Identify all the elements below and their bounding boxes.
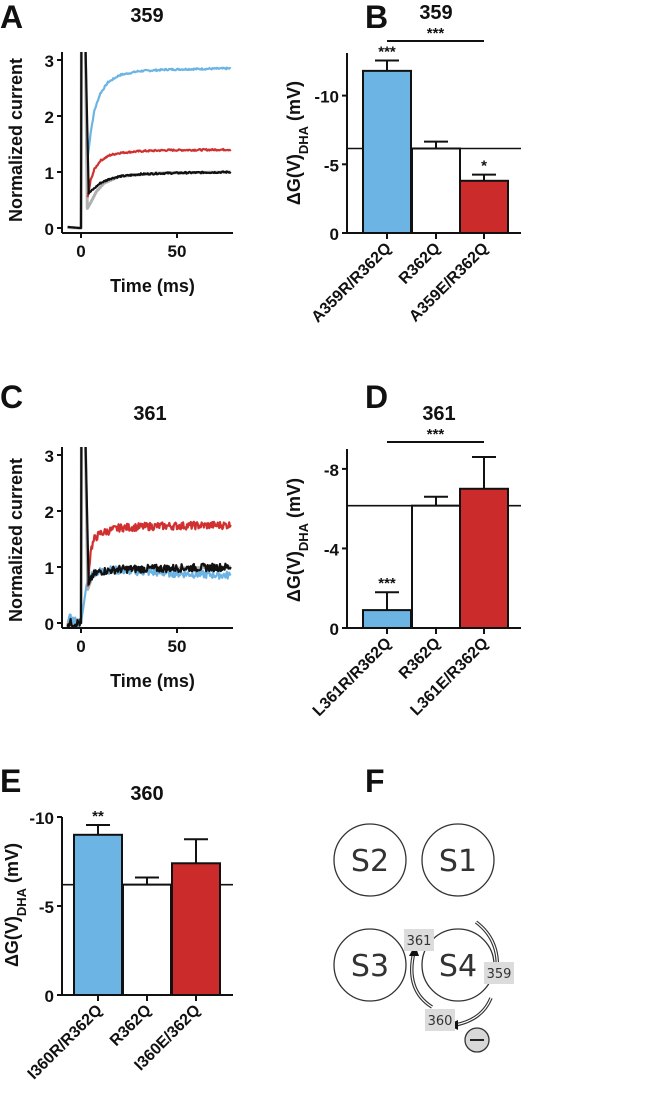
- trace-2: [86, 147, 232, 198]
- category-label: I360R/R362Q: [25, 1002, 106, 1083]
- panel-label-b: B: [365, 0, 388, 35]
- panel-d: 361***L361R/R362Q R362QL361E/R362Q0-4-8**…: [284, 403, 521, 720]
- chart-title: 361: [133, 403, 166, 425]
- y-label-subscript: DHA: [296, 125, 311, 154]
- x-tick-label: 50: [168, 242, 187, 261]
- y-label-main: ΔG(V): [284, 551, 304, 602]
- x-tick-label: 50: [168, 637, 187, 656]
- helix-label: S3: [351, 949, 389, 984]
- panel-label-c: C: [0, 379, 23, 415]
- comparison-stars: ***: [427, 426, 445, 443]
- chart-title: 359: [419, 2, 452, 24]
- trace-2: [86, 520, 232, 587]
- helix-s3: [333, 928, 407, 1002]
- y-tick-label: 0: [45, 615, 54, 634]
- significance-stars: ***: [378, 575, 396, 592]
- y-tick-label: -10: [29, 809, 54, 828]
- helix-label: S4: [439, 949, 477, 984]
- panel-c: 361 0 1 2 3 0 50 Time (ms) Normalized current: [6, 403, 233, 691]
- category-label: R362Q: [396, 240, 444, 288]
- chart-title: 360: [130, 783, 163, 805]
- y-label-subscript: DHA: [296, 522, 311, 551]
- helix-s2: [333, 823, 407, 897]
- category-label: R362Q: [396, 635, 444, 683]
- chart-title: 361: [422, 403, 455, 425]
- y-tick-label: 2: [45, 503, 54, 522]
- significance-stars: ***: [378, 44, 396, 61]
- y-tick-label: 2: [45, 108, 54, 127]
- residue-box: [425, 1009, 455, 1031]
- bar-1: [411, 504, 461, 629]
- arrow-360-inner: [454, 997, 492, 1026]
- y-axis-label: Normalized current: [6, 458, 26, 622]
- y-label-unit: (mV): [2, 843, 22, 888]
- y-tick-label: 0: [330, 620, 339, 639]
- residue-box: [404, 929, 434, 951]
- category-label: L361R/R362Q: [310, 635, 395, 720]
- x-tick-label: 0: [76, 637, 85, 656]
- bar-0: [362, 69, 412, 234]
- x-tick-label: 0: [76, 242, 85, 261]
- comparison-stars: ***: [427, 25, 445, 42]
- y-tick-label: -10: [314, 88, 339, 107]
- bar-2: [459, 487, 509, 629]
- y-tick-label: -4: [324, 540, 340, 559]
- x-axis-label: Time (ms): [110, 671, 195, 691]
- helix-label: S2: [351, 844, 389, 879]
- y-axis-label: Normalized current: [6, 58, 26, 222]
- arrow-361-inner: [411, 951, 433, 1008]
- y-label-unit: (mV): [284, 478, 304, 523]
- panel-label-f: F: [365, 763, 385, 799]
- bar-0: [73, 833, 123, 996]
- panel-e: 360**I360R/R362Q R362QI360E/362Q0-5-10ΔG(…: [2, 783, 233, 1083]
- panel-a: 359 0 1 2 3 0 50 Time (ms) Normalized current: [6, 5, 233, 296]
- category-label: R362Q: [107, 1002, 155, 1050]
- helix-s1: [421, 823, 495, 897]
- y-tick-label: -8: [324, 461, 339, 480]
- y-label-unit: (mV): [284, 81, 304, 126]
- y-tick-label: 3: [45, 52, 54, 71]
- y-tick-label: -5: [39, 898, 54, 917]
- panel-label-a: A: [0, 0, 23, 35]
- panel-b: 359***A359R/R362Q R362Q*A359E/R362Q0-5-10…: [284, 2, 521, 326]
- y-label-subscript: DHA: [14, 887, 29, 916]
- significance-stars: *: [481, 158, 487, 175]
- trace-1: [86, 66, 232, 159]
- x-axis-label: Time (ms): [110, 276, 195, 296]
- trace-3: [66, 447, 232, 628]
- y-axis-label: ΔG(V)DHA (mV): [2, 843, 29, 967]
- residue-box: [484, 962, 514, 984]
- y-tick-label: 1: [45, 164, 54, 183]
- residue-label: 360: [428, 1014, 453, 1029]
- trace-3: [67, 52, 232, 230]
- y-axis-label: ΔG(V)DHA (mV): [284, 478, 311, 602]
- y-label-main: ΔG(V): [284, 154, 304, 205]
- bar-2: [171, 862, 221, 997]
- arrow-360: [454, 997, 493, 1027]
- bar-0: [362, 609, 412, 629]
- y-tick-label: 3: [45, 447, 54, 466]
- bar-1: [411, 147, 461, 234]
- residue-label: 359: [487, 967, 512, 982]
- y-tick-label: 0: [330, 225, 339, 244]
- helix-label: S1: [439, 844, 477, 879]
- y-tick-label: 1: [45, 559, 54, 578]
- y-tick-label: 0: [45, 987, 54, 1006]
- s4-diagram: S2 S1 S3 S4 361 359 360: [333, 823, 514, 1053]
- bar-2: [459, 179, 509, 234]
- category-label: A359R/R362Q: [309, 240, 395, 326]
- y-tick-label: -5: [324, 156, 339, 175]
- chart-title: 359: [130, 5, 163, 27]
- significance-stars: **: [92, 808, 104, 825]
- y-label-main: ΔG(V): [2, 916, 22, 967]
- panel-label-e: E: [0, 763, 21, 799]
- y-axis-label: ΔG(V)DHA (mV): [284, 81, 311, 205]
- residue-label: 361: [407, 934, 432, 949]
- bar-1: [122, 883, 172, 997]
- y-tick-label: 0: [45, 220, 54, 239]
- panel-label-d: D: [365, 379, 388, 415]
